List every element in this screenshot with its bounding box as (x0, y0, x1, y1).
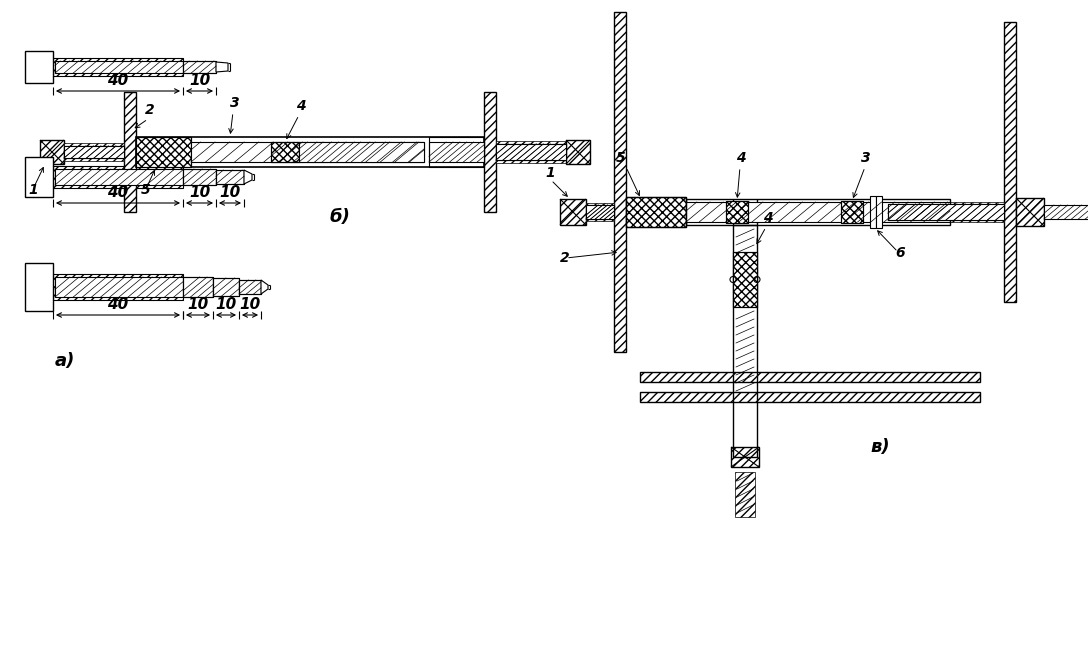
Bar (64, 143, 124, 161)
Text: 1: 1 (28, 183, 38, 197)
Bar (888, 204, 1004, 220)
Bar (64, 146, 124, 158)
Bar (124, 92, 136, 212)
Text: 3: 3 (861, 151, 870, 165)
Text: 3: 3 (230, 96, 239, 110)
Bar (213, 278, 239, 296)
Bar (53, 166, 183, 188)
Bar (53, 58, 183, 76)
Bar (429, 137, 484, 167)
Bar (876, 196, 882, 228)
Bar (496, 144, 566, 160)
Bar (640, 372, 980, 382)
Bar (586, 205, 614, 219)
Polygon shape (261, 280, 268, 294)
Bar (726, 201, 747, 223)
Text: 40: 40 (108, 185, 128, 200)
Text: a): a) (55, 352, 75, 370)
Text: 2: 2 (145, 103, 154, 117)
Bar (586, 203, 614, 221)
Text: 4: 4 (735, 151, 745, 165)
Text: 10: 10 (189, 185, 210, 200)
Bar (1004, 22, 1016, 302)
Bar (25, 263, 53, 311)
Bar (687, 199, 950, 225)
Bar (183, 61, 217, 73)
Bar (888, 204, 1004, 220)
Bar (726, 201, 747, 223)
Polygon shape (217, 62, 228, 72)
Bar (271, 142, 299, 162)
Bar (429, 142, 484, 162)
Bar (183, 169, 217, 185)
Bar (55, 277, 183, 297)
Bar (640, 392, 980, 402)
Bar (870, 196, 876, 228)
Bar (687, 202, 950, 222)
Bar (841, 201, 863, 223)
Bar (496, 141, 566, 163)
Bar (217, 170, 244, 184)
Text: 10: 10 (189, 73, 210, 88)
Bar (626, 197, 687, 227)
Text: 5: 5 (616, 151, 626, 165)
Text: 10: 10 (215, 297, 236, 312)
Bar (560, 199, 586, 225)
Bar (217, 170, 244, 184)
Bar (239, 280, 261, 294)
Bar (484, 92, 496, 212)
Bar (239, 280, 261, 294)
Bar (191, 142, 424, 162)
Text: 40: 40 (108, 73, 128, 88)
Bar (733, 252, 757, 307)
Bar (735, 472, 755, 517)
Bar (1016, 198, 1044, 226)
Text: 10: 10 (187, 297, 209, 312)
Bar (25, 51, 53, 83)
Bar (888, 202, 1004, 222)
Text: 40: 40 (108, 297, 128, 312)
Bar (25, 157, 53, 197)
Bar (183, 169, 217, 185)
Bar (614, 12, 626, 352)
Bar (586, 205, 614, 219)
Bar (183, 277, 213, 297)
Text: 1: 1 (545, 166, 555, 180)
Text: в): в) (870, 438, 890, 456)
Bar (136, 137, 484, 167)
Bar (299, 142, 424, 162)
Bar (136, 137, 191, 167)
Text: 5: 5 (141, 183, 150, 197)
Text: 10: 10 (220, 185, 240, 200)
Bar (64, 146, 124, 158)
Polygon shape (244, 170, 252, 184)
Text: 6: 6 (895, 246, 904, 260)
Bar (213, 278, 239, 296)
Bar (496, 144, 566, 160)
Bar (136, 137, 191, 167)
Bar (53, 274, 183, 300)
Bar (731, 447, 759, 467)
Bar (566, 140, 590, 164)
Text: 10: 10 (239, 297, 261, 312)
Bar (733, 252, 757, 307)
Text: 4: 4 (296, 99, 306, 113)
Bar (271, 142, 299, 162)
Bar (183, 277, 213, 297)
Bar (183, 61, 217, 73)
Bar (841, 201, 863, 223)
Bar (55, 169, 183, 185)
Bar (626, 197, 687, 227)
Text: б): б) (330, 208, 350, 226)
Text: 2: 2 (560, 251, 570, 265)
Bar (733, 225, 757, 457)
Bar (55, 61, 183, 73)
Bar (40, 140, 64, 164)
Text: 4: 4 (763, 211, 772, 225)
Bar (429, 137, 484, 167)
Bar (1044, 205, 1088, 219)
